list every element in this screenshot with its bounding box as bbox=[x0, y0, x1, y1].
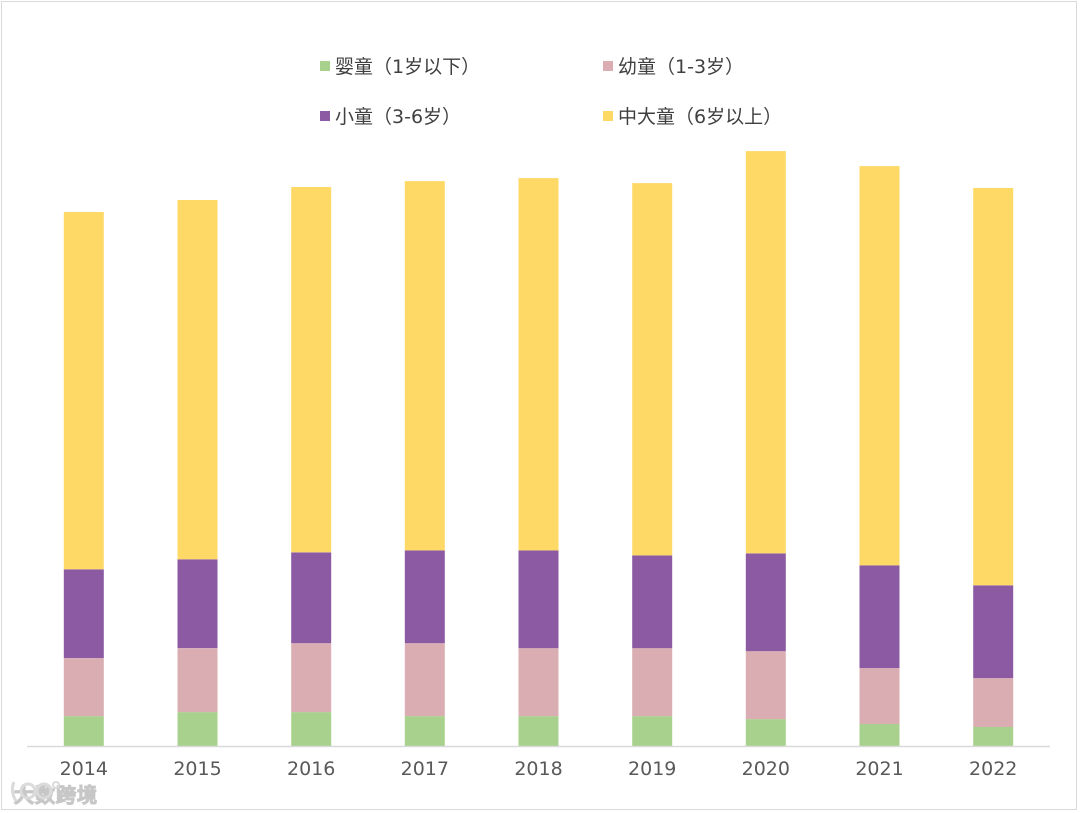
bar-segment bbox=[177, 712, 218, 746]
bar-segment bbox=[745, 151, 786, 554]
bar-segment bbox=[177, 559, 218, 649]
bar-segment bbox=[632, 716, 673, 746]
legend-label: 幼童（1-3岁） bbox=[618, 56, 744, 78]
legend-item: 中大童（6岁以上） bbox=[603, 106, 782, 128]
bar-segment bbox=[632, 555, 673, 649]
legend-label: 婴童（1岁以下） bbox=[335, 56, 480, 78]
bar-segment bbox=[859, 565, 900, 669]
x-tick-label: 2014 bbox=[60, 758, 108, 780]
watermark-text: 大数跨境 bbox=[14, 782, 98, 807]
bar-segment bbox=[859, 166, 900, 566]
x-tick-label: 2017 bbox=[401, 758, 449, 780]
bar-segment bbox=[518, 716, 559, 746]
bar-segment bbox=[518, 178, 559, 551]
bar-segment bbox=[859, 668, 900, 724]
legend-swatch bbox=[320, 111, 330, 121]
bar-segment bbox=[632, 183, 673, 556]
bar-segment bbox=[632, 648, 673, 717]
bar-segment bbox=[404, 181, 445, 551]
x-tick-label: 2019 bbox=[628, 758, 676, 780]
bar-segment bbox=[177, 648, 218, 713]
legend-swatch bbox=[603, 61, 613, 71]
bar-segment bbox=[291, 552, 332, 644]
legend-item: 婴童（1岁以下） bbox=[320, 56, 480, 78]
x-tick-label: 2016 bbox=[287, 758, 335, 780]
bar-segment bbox=[63, 212, 104, 570]
bar-segment bbox=[973, 678, 1014, 727]
x-tick-label: 2022 bbox=[969, 758, 1017, 780]
bar-segment bbox=[859, 724, 900, 746]
x-tick-label: 2015 bbox=[173, 758, 221, 780]
x-tick-label: 2021 bbox=[855, 758, 903, 780]
legend-swatch bbox=[603, 111, 613, 121]
x-tick-label: 2020 bbox=[742, 758, 790, 780]
bar-segment bbox=[745, 719, 786, 746]
bar-segment bbox=[518, 648, 559, 717]
legend-item: 幼童（1-3岁） bbox=[603, 56, 744, 78]
x-tick-label: 2018 bbox=[514, 758, 562, 780]
bar-segment bbox=[63, 569, 104, 659]
bar-segment bbox=[291, 187, 332, 553]
bar-segment bbox=[745, 651, 786, 720]
legend-swatch bbox=[320, 61, 330, 71]
bar-segment bbox=[291, 712, 332, 746]
bar-segment bbox=[63, 658, 104, 717]
legend-label: 小童（3-6岁） bbox=[335, 106, 461, 128]
bar-segment bbox=[177, 200, 218, 560]
bar-segment bbox=[63, 716, 104, 746]
bar-segment bbox=[291, 643, 332, 713]
legend-item: 小童（3-6岁） bbox=[320, 106, 461, 128]
bar-segment bbox=[973, 727, 1014, 746]
bar-segment bbox=[745, 553, 786, 652]
bar-segment bbox=[973, 188, 1014, 586]
bar-segment bbox=[973, 585, 1014, 679]
bar-segment bbox=[518, 550, 559, 649]
watermark: 大数跨境 bbox=[8, 776, 98, 810]
bar-segment bbox=[404, 643, 445, 717]
bar-segment bbox=[404, 550, 445, 644]
bar-segment bbox=[404, 716, 445, 746]
legend-label: 中大童（6岁以上） bbox=[618, 106, 782, 128]
